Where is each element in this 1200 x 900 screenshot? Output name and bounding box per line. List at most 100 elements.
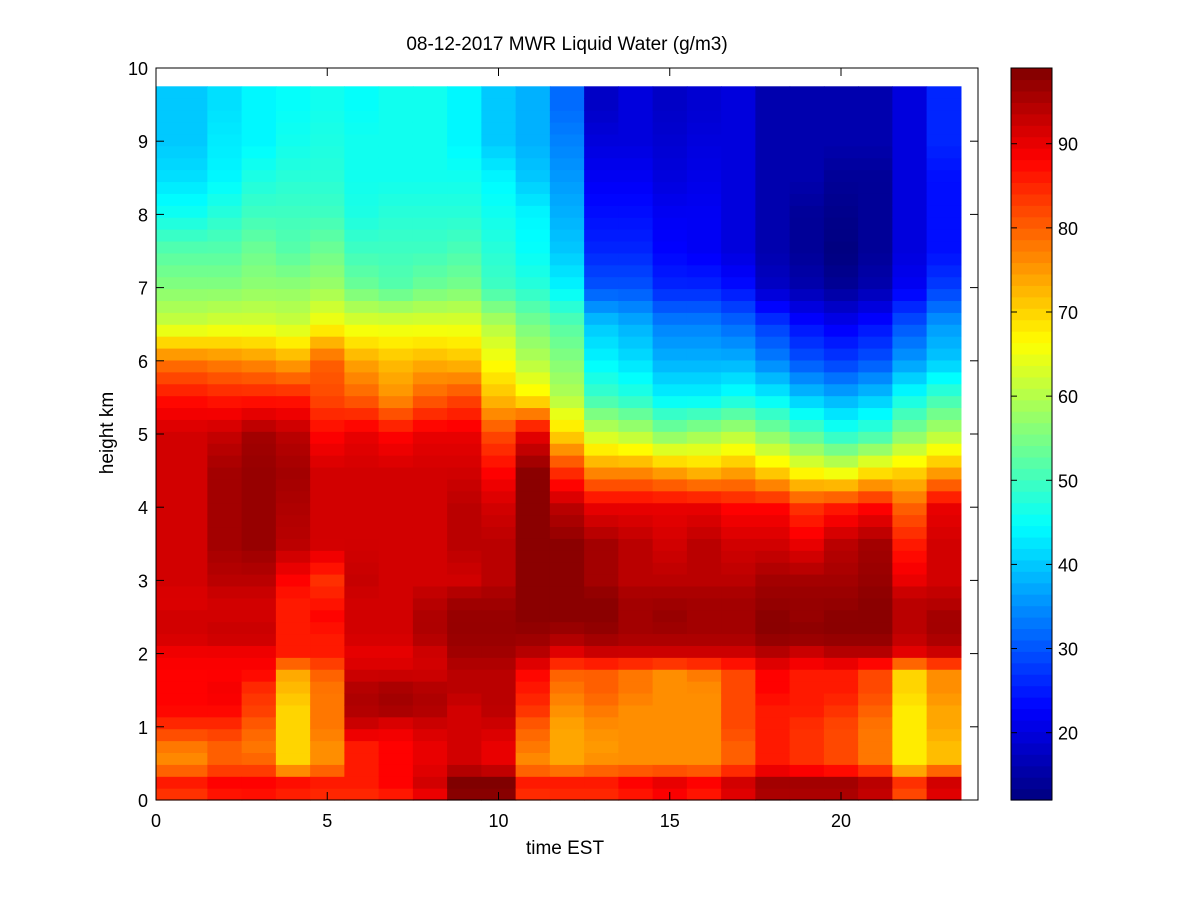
heatmap-cell: [481, 169, 517, 183]
heatmap-cell: [618, 288, 654, 302]
heatmap-cell: [652, 597, 688, 611]
heatmap-cell: [892, 336, 928, 349]
heatmap-cell: [618, 621, 654, 635]
heatmap-cell: [275, 585, 311, 599]
heatmap-cell: [412, 193, 448, 206]
heatmap-cell: [241, 514, 277, 528]
heatmap-cell: [755, 324, 791, 337]
heatmap-cell: [378, 669, 414, 682]
heatmap-cell: [549, 145, 585, 159]
heatmap-cell: [618, 514, 654, 528]
heatmap-cell: [412, 86, 448, 99]
heatmap-cell: [686, 466, 722, 480]
heatmap-cell: [618, 98, 654, 111]
heatmap-cell: [789, 193, 825, 206]
heatmap-cell: [652, 728, 688, 742]
colorbar-step: [1011, 479, 1052, 492]
heatmap-cell: [721, 288, 756, 302]
heatmap-cell: [275, 645, 311, 658]
heatmap-cell: [584, 181, 619, 194]
heatmap-cell: [156, 490, 208, 504]
colorbar-step: [1011, 308, 1052, 321]
heatmap-cell: [378, 395, 414, 409]
heatmap-cell: [823, 336, 859, 349]
heatmap-cell: [755, 205, 791, 218]
heatmap-cell: [789, 597, 825, 611]
heatmap-cell: [858, 752, 893, 765]
heatmap-cell: [156, 181, 208, 194]
heatmap-cell: [241, 181, 277, 194]
heatmap-cell: [310, 312, 345, 325]
heatmap-cell: [412, 740, 448, 754]
heatmap-cell: [926, 407, 962, 420]
heatmap-cell: [207, 788, 243, 801]
y-axis: 0 1 2 3 4 5 6 7 8 9 10: [128, 59, 978, 811]
heatmap-cell: [207, 193, 243, 206]
heatmap-cell: [481, 633, 517, 646]
heatmap-cell: [584, 193, 619, 206]
heatmap-cell: [275, 478, 311, 492]
heatmap-cell: [618, 193, 654, 206]
heatmap-cell: [926, 347, 962, 361]
heatmap-cell: [584, 110, 619, 123]
heatmap-cell: [686, 312, 722, 325]
heatmap-cell: [447, 728, 482, 742]
heatmap-cell: [515, 764, 551, 777]
heatmap-cell: [344, 324, 380, 337]
heatmap-cell: [858, 240, 893, 254]
heatmap-cell: [721, 609, 756, 623]
heatmap-cell: [378, 776, 414, 789]
heatmap-cell: [858, 324, 893, 337]
heatmap-cell: [618, 443, 654, 456]
heatmap-cell: [789, 276, 825, 290]
heatmap-cell: [926, 657, 962, 670]
heatmap-cell: [310, 490, 345, 504]
heatmap-cell: [755, 229, 791, 242]
heatmap-cell: [686, 205, 722, 218]
heatmap-cell: [241, 98, 277, 111]
heatmap-cell: [823, 692, 859, 706]
heatmap-cell: [515, 728, 551, 742]
colorbar-step: [1011, 170, 1052, 183]
heatmap-cell: [207, 466, 243, 480]
heatmap-cell: [447, 645, 482, 658]
x-axis: 0 5 10 15 20: [151, 68, 851, 831]
heatmap-cell: [156, 431, 208, 444]
heatmap-cell: [481, 395, 517, 409]
heatmap-cell: [207, 752, 243, 765]
heatmap-cell: [789, 609, 825, 623]
heatmap-cell: [515, 217, 551, 230]
colorbar-step: [1011, 628, 1052, 641]
heatmap-cell: [584, 681, 619, 694]
heatmap-cell: [156, 169, 208, 183]
heatmap-cell: [378, 276, 414, 290]
heatmap-cell: [310, 609, 345, 623]
heatmap-cell: [412, 336, 448, 349]
heatmap-cell: [926, 681, 962, 694]
heatmap-cell: [207, 728, 243, 742]
heatmap-cell: [823, 585, 859, 599]
heatmap-cell: [721, 312, 756, 325]
heatmap-cell: [618, 359, 654, 373]
heatmap-cell: [241, 657, 277, 670]
heatmap-cell: [686, 336, 722, 349]
heatmap-cell: [515, 597, 551, 611]
colorbar-step: [1011, 376, 1052, 389]
heatmap-cell: [755, 490, 791, 504]
heatmap-cell: [412, 324, 448, 337]
heatmap-cell: [652, 609, 688, 623]
heatmap-cell: [618, 490, 654, 504]
heatmap-cell: [926, 193, 962, 206]
heatmap-cell: [858, 133, 893, 147]
heatmap-cell: [344, 633, 380, 646]
heatmap-cell: [310, 193, 345, 206]
heatmap-cell: [755, 359, 791, 373]
heatmap-cell: [686, 776, 722, 789]
heatmap-cell: [926, 395, 962, 409]
heatmap-cell: [378, 86, 414, 99]
heatmap-cell: [241, 740, 277, 754]
heatmap-cell: [412, 300, 448, 313]
heatmap-cell: [686, 121, 722, 135]
heatmap-cell: [481, 669, 517, 682]
